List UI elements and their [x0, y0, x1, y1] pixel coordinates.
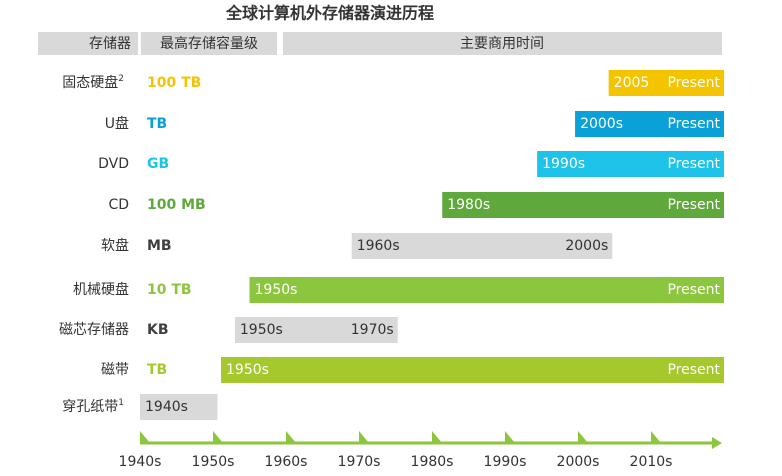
start-label: 1950s	[255, 282, 298, 298]
start-label: 1980s	[447, 197, 490, 213]
period-bar	[537, 151, 724, 177]
header-text: 存储器	[89, 36, 131, 52]
storage-name-text: 固态硬盘	[62, 74, 118, 91]
storage-name-text: CD	[108, 197, 129, 213]
start-label: 2005	[614, 75, 650, 91]
header-cell	[283, 32, 722, 55]
storage-name: 磁带	[101, 362, 129, 378]
capacity: 100 TB	[147, 75, 201, 91]
storage-name: 软盘	[101, 237, 129, 254]
tick-mark	[286, 431, 296, 443]
x-tick-label: 2010s	[630, 454, 673, 470]
x-tick-label: 1950s	[192, 454, 235, 470]
period-bar	[221, 357, 724, 383]
storage-name: DVD	[98, 156, 129, 172]
tick-mark	[651, 431, 661, 443]
end-label: 2000s	[565, 238, 608, 254]
capacity: 10 TB	[147, 282, 192, 298]
storage-name-text: 机械硬盘	[73, 281, 129, 298]
end-label: Present	[667, 116, 720, 132]
capacity: 100 MB	[147, 197, 206, 213]
capacity: KB	[147, 322, 169, 338]
period-bar	[575, 111, 724, 137]
end-label: Present	[667, 156, 720, 172]
start-label: 1990s	[542, 156, 585, 172]
storage-name: 固态硬盘2	[62, 74, 124, 92]
start-label: 1960s	[357, 238, 400, 254]
footnote: 1	[118, 398, 124, 408]
header-cell	[38, 32, 138, 55]
x-tick-label: 1990s	[484, 454, 527, 470]
storage-name: 磁芯存储器	[59, 322, 129, 338]
period-bar	[351, 233, 613, 259]
footnote: 2	[118, 74, 124, 84]
storage-name-text: 软盘	[101, 237, 129, 254]
end-label: 1970s	[351, 322, 394, 338]
end-label: Present	[667, 282, 720, 298]
header-text: 最高存储容量级	[160, 35, 258, 52]
storage-name: 穿孔纸带1	[62, 398, 124, 416]
tick-mark	[140, 431, 150, 443]
capacity: MB	[147, 238, 172, 254]
start-label: 1950s	[240, 322, 283, 338]
axis-arrow	[712, 437, 722, 449]
capacity: TB	[147, 116, 167, 132]
header-cell	[141, 32, 277, 55]
chart-title: 全球计算机外存储器演进历程	[225, 4, 434, 23]
capacity: GB	[147, 156, 169, 172]
period-bar	[608, 70, 724, 96]
tick-mark	[359, 431, 369, 443]
storage-name: CD	[108, 197, 129, 213]
capacity: TB	[147, 362, 167, 378]
header-text: 主要商用时间	[460, 36, 544, 52]
period-bar	[249, 277, 724, 303]
tick-mark	[578, 431, 588, 443]
storage-name-text: U盘	[105, 115, 129, 132]
storage-name-text: 磁芯存储器	[59, 322, 129, 338]
end-label: Present	[667, 362, 720, 378]
start-label: 2000s	[580, 116, 623, 132]
tick-mark	[213, 431, 223, 443]
end-label: Present	[667, 197, 720, 213]
period-bar	[234, 317, 398, 343]
storage-name-text: 磁带	[101, 362, 129, 378]
start-label: 1940s	[145, 399, 188, 415]
period-bar	[140, 394, 218, 420]
x-tick-label: 2000s	[557, 454, 600, 470]
x-tick-label: 1940s	[119, 454, 162, 470]
period-bar	[442, 192, 724, 218]
x-tick-label: 1970s	[338, 454, 381, 470]
storage-name-text: DVD	[98, 156, 129, 172]
end-label: Present	[667, 75, 720, 91]
start-label: 1950s	[226, 362, 269, 378]
tick-mark	[505, 431, 515, 443]
tick-mark	[432, 431, 442, 443]
storage-name-text: 穿孔纸带	[62, 399, 118, 415]
x-tick-label: 1960s	[265, 454, 308, 470]
storage-name: 机械硬盘	[73, 281, 129, 298]
x-tick-label: 1980s	[411, 454, 454, 470]
storage-name: U盘	[105, 115, 129, 132]
